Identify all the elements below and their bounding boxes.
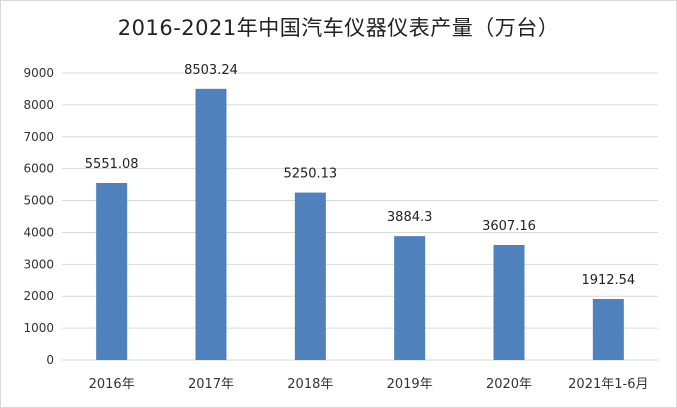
x-category-label-4: 2020年 [486,377,532,392]
x-axis-category-labels: 2016年 2017年 2018年 2019年 2020年 2021年1-6月 [89,377,649,392]
y-axis-tick-labels: 0 1000 2000 3000 4000 5000 6000 7000 8000 9000 [23,66,54,367]
x-category-label-1: 2017年 [188,377,234,392]
y-tick-label-9: 9000 [23,66,54,80]
data-label-0: 5551.08 [85,157,139,172]
chart-title: 2016-2021年中国汽车仪器仪表产量（万台） [117,16,560,40]
y-tick-label-2: 2000 [23,289,54,303]
data-label-1: 8503.24 [184,63,238,78]
y-tick-label-1: 1000 [23,321,54,335]
bars [96,88,624,360]
x-category-label-5: 2021年1-6月 [568,377,648,392]
grid-lines [62,72,658,361]
y-tick-label-7: 7000 [23,130,54,144]
data-label-2: 5250.13 [283,167,337,182]
bar-1 [195,88,227,360]
bar-2 [294,192,326,360]
y-tick-label-0: 0 [46,353,54,367]
x-category-label-3: 2019年 [387,377,433,392]
x-category-label-0: 2016年 [89,377,135,392]
data-label-3: 3884.3 [387,210,433,225]
x-category-label-2: 2018年 [287,377,333,392]
data-label-5: 1912.54 [581,273,635,288]
bar-3 [394,236,426,360]
y-tick-label-3: 3000 [23,257,54,271]
bar-5 [592,299,624,360]
bar-0 [96,182,128,360]
y-tick-label-5: 5000 [23,194,54,208]
y-tick-label-6: 6000 [23,162,54,176]
data-labels: 5551.08 8503.24 5250.13 3884.3 3607.16 1912.5… [85,63,635,288]
bar-4 [493,244,525,360]
y-tick-label-4: 4000 [23,225,54,239]
data-label-4: 3607.16 [482,219,536,234]
y-tick-label-8: 8000 [23,98,54,112]
